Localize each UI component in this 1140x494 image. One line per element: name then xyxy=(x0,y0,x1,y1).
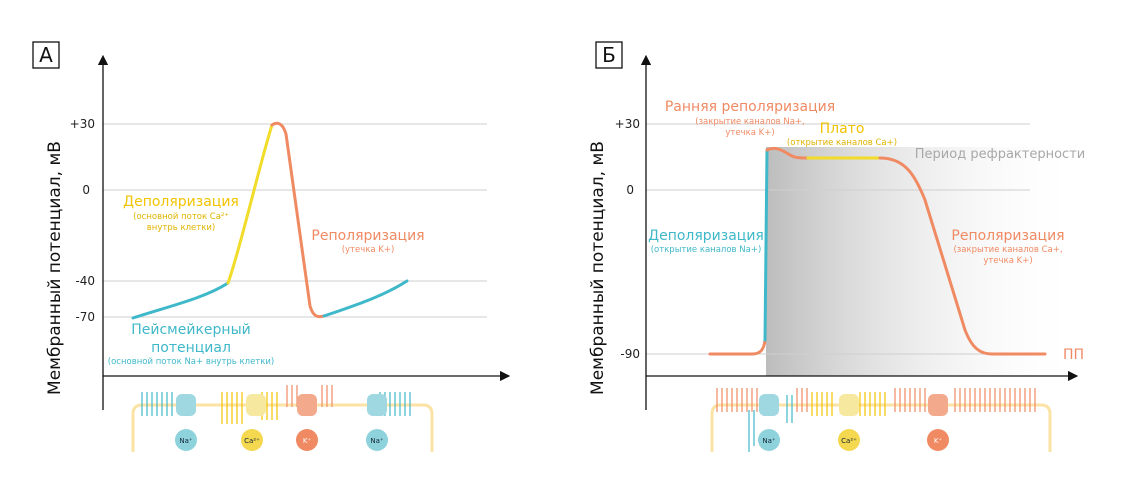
series-line-depolarization xyxy=(226,123,274,285)
ion-ca-bubble xyxy=(241,429,263,451)
y-tick-label: +30 xyxy=(70,117,95,131)
annotation-depolarization-title: Деполяризация xyxy=(123,194,239,210)
ion-label: K⁺ xyxy=(303,437,312,445)
ion-label: Na⁺ xyxy=(762,437,776,445)
series-line-pacemaker-2 xyxy=(322,279,409,318)
ion-arrow xyxy=(286,385,333,407)
ion-na-bubble xyxy=(366,429,388,451)
ion-k-bubble xyxy=(296,429,318,451)
y-tick-label: -40 xyxy=(75,274,95,288)
ion-arrows-na xyxy=(748,395,793,452)
membrane-wall xyxy=(710,403,1052,452)
k-channel xyxy=(928,394,948,416)
series-line-repolarization xyxy=(878,156,1047,356)
y-tick-label: +30 xyxy=(615,117,640,131)
annotation-refractory: Период рефрактерности xyxy=(915,147,1085,162)
series-line-repolarization xyxy=(270,121,326,319)
series-line-early-repolarization xyxy=(765,146,810,160)
panel-b-letter-box xyxy=(595,41,623,69)
ion-label: Ca²⁺ xyxy=(244,437,260,445)
annotation-repolarization-title: Реполяризация xyxy=(311,228,424,244)
na-channel xyxy=(367,394,387,416)
ion-arrow xyxy=(748,395,793,452)
annotation-depolarization-sub: (основной поток Ca²⁺ xyxy=(133,212,229,222)
membrane-diagram-b: Na⁺ Ca²⁺ K⁺ xyxy=(710,388,1052,452)
annotation-repolarization-sub: (закрытие каналов Ca+, xyxy=(953,245,1062,255)
series-line-rest xyxy=(708,338,767,356)
annotation-repolarization-sub: (утечка K+) xyxy=(342,245,395,255)
annotation-resting-potential: ПП xyxy=(1063,347,1084,363)
ion-arrow xyxy=(796,388,808,412)
panel-a: А +30 0 -40 -70 Мембранный потенциал, мВ… xyxy=(32,41,511,452)
y-tick-label: -90 xyxy=(620,347,640,361)
panel-b: Б +30 0 -90 Мембранный потенциал, мВ Ран… xyxy=(588,41,1085,452)
annotation-early-repol-title: Ранняя реполяризация xyxy=(665,99,835,115)
y-axis-label: Мембранный потенциал, мВ xyxy=(588,141,608,395)
ion-label: Na⁺ xyxy=(370,437,384,445)
ion-ca-bubble xyxy=(838,429,860,451)
annotation-repolarization-sub: утечка K+) xyxy=(983,256,1032,266)
annotation-repolarization-title: Реполяризация xyxy=(951,228,1064,244)
ion-arrows-ca xyxy=(811,392,886,416)
y-tick-label: 0 xyxy=(82,183,90,197)
series-line-pacemaker xyxy=(131,281,230,320)
annotation-early-repol-sub: (закрытие каналов Na+, xyxy=(695,117,805,127)
na-channel xyxy=(759,394,779,416)
ca-channel xyxy=(839,394,859,416)
ion-k-bubble xyxy=(927,429,949,451)
panel-a-letter-box xyxy=(32,41,60,69)
annotation-pacemaker-title: Пейсмейкерный xyxy=(131,322,250,338)
panel-b-letter: Б xyxy=(602,43,616,67)
ion-na-bubble xyxy=(758,429,780,451)
ion-arrows-k xyxy=(286,385,333,407)
ion-label: Ca²⁺ xyxy=(841,437,857,445)
annotation-pacemaker-sub: (основной поток Na+ внутрь клетки) xyxy=(108,357,274,367)
annotation-early-repol-sub: утечка K+) xyxy=(725,128,774,138)
membrane-wall xyxy=(131,403,434,452)
y-axis-label: Мембранный потенциал, мВ xyxy=(45,141,65,395)
refractory-period-region xyxy=(766,147,1085,376)
ion-label: Na⁺ xyxy=(179,437,193,445)
ion-arrow xyxy=(716,388,758,412)
panel-a-letter: А xyxy=(39,43,53,67)
annotation-depolarization-sub: внутрь клетки) xyxy=(147,223,215,233)
y-tick-label: 0 xyxy=(626,183,634,197)
annotation-depolarization-sub: (открытие каналов Na+) xyxy=(651,245,762,255)
series-line-depolarization xyxy=(763,148,769,342)
ion-label: K⁺ xyxy=(934,437,943,445)
y-tick-label: -70 xyxy=(75,310,95,324)
annotation-plateau-sub: (открытие каналов Ca+) xyxy=(787,138,897,148)
ion-na-bubble xyxy=(175,429,197,451)
ion-arrow xyxy=(811,392,886,416)
membrane-diagram-a: Na⁺ Ca²⁺ K⁺ Na⁺ xyxy=(131,385,434,452)
panel-a-gridlines xyxy=(103,123,487,318)
k-channel xyxy=(297,394,317,416)
annotation-pacemaker-title: потенциал xyxy=(151,340,231,356)
ion-arrows-k xyxy=(716,388,1036,412)
annotation-plateau-title: Плато xyxy=(820,121,865,137)
ion-arrow xyxy=(954,388,1036,412)
ion-arrow xyxy=(141,392,173,416)
ca-channel xyxy=(246,394,266,416)
na-channel xyxy=(176,394,196,416)
ion-arrow xyxy=(894,388,926,412)
annotation-depolarization-title: Деполяризация xyxy=(648,228,764,244)
